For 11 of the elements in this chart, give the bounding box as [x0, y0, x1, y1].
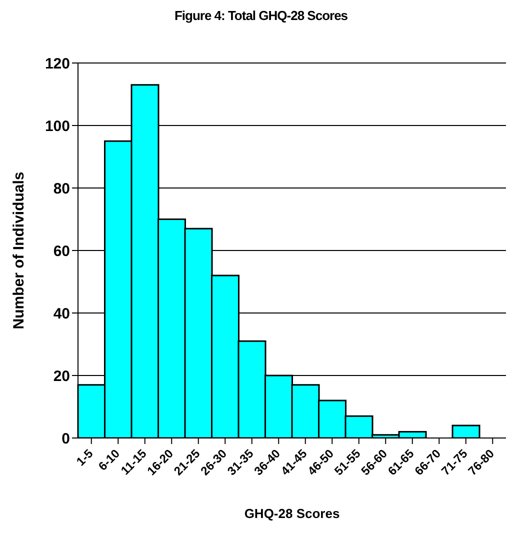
y-tick-label: 60 — [53, 242, 70, 260]
chart-title: Figure 4: Total GHQ-28 Scores — [173, 8, 349, 23]
y-tick-label: 120 — [44, 55, 70, 72]
y-tick-label: 0 — [62, 430, 70, 448]
y-tick-label: 100 — [44, 118, 70, 135]
x-tick-label: 1-5 — [74, 446, 96, 469]
y-tick-label: 80 — [53, 180, 70, 198]
y-tick-label: 40 — [53, 305, 70, 322]
y-tick-label: 20 — [53, 368, 70, 385]
y-axis-title: Number of Individuals — [10, 172, 28, 330]
x-axis-title: GHQ-28 Scores — [244, 506, 340, 521]
